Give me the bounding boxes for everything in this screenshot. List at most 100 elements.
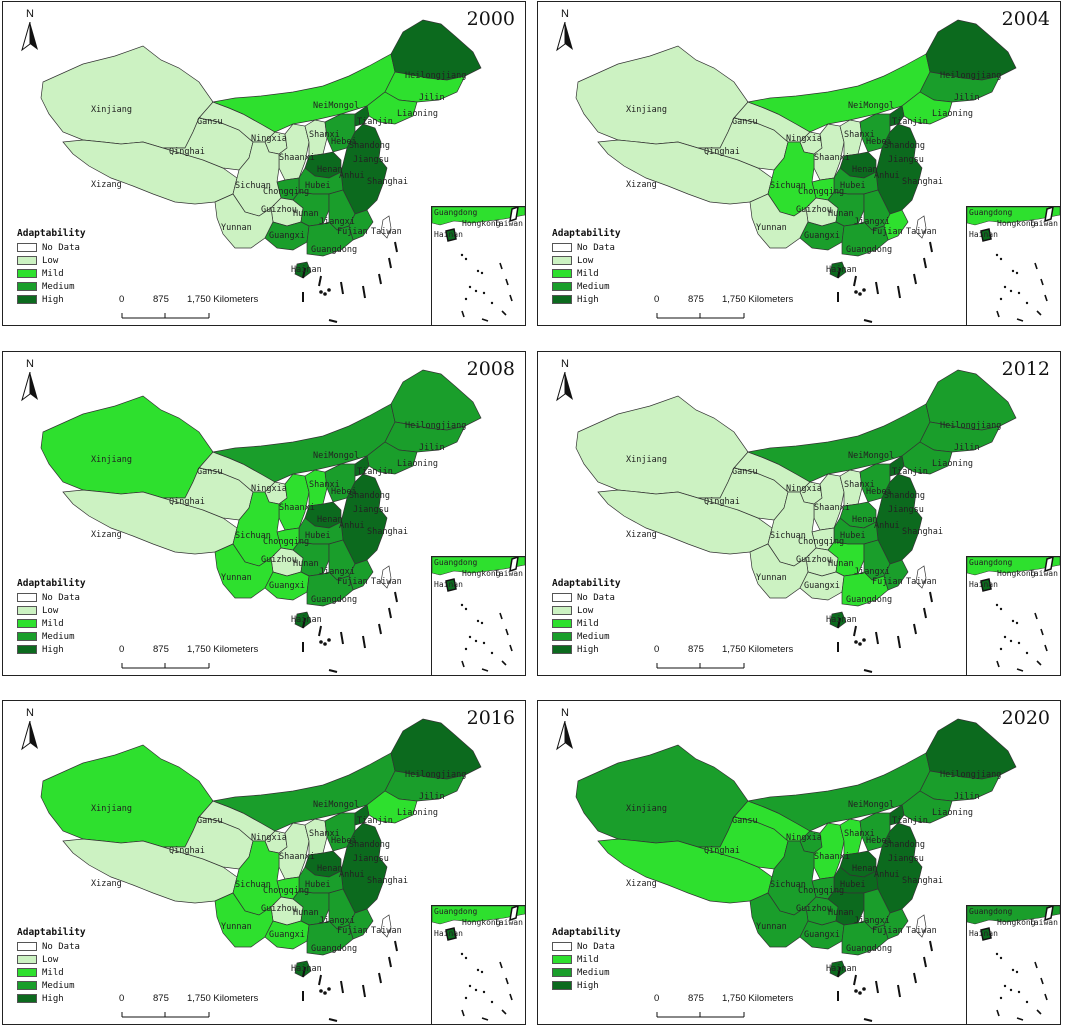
boundary-dash xyxy=(853,625,857,637)
province-label-tianjin: Tianjin xyxy=(357,467,393,477)
island-dot xyxy=(854,640,858,644)
map-panel-2020: Xinjiang Xizang Qinghai Gansu NeiMongol Heilo… xyxy=(537,700,1061,1025)
legend-label: Mild xyxy=(577,954,599,965)
province-label-ningxia: Ningxia xyxy=(786,134,822,144)
scale-bar: 0 875 1,750 Kilometers xyxy=(109,294,259,324)
legend-swatch xyxy=(17,269,37,278)
legend-item: Medium xyxy=(17,979,86,992)
boundary-dash xyxy=(394,940,398,952)
north-label: N xyxy=(26,8,34,20)
boundary-dash xyxy=(929,591,933,603)
province-label-jilin: Jilin xyxy=(954,792,980,802)
boundary-dash xyxy=(362,635,366,649)
legend-label: Medium xyxy=(42,281,75,292)
province-label-shaanxi: Shaanxi xyxy=(814,852,850,862)
legend-label: Mild xyxy=(42,967,64,978)
legend-item: Low xyxy=(552,254,621,267)
province-tianjin xyxy=(354,804,370,826)
province-label-xinjiang: Xinjiang xyxy=(626,804,667,814)
legend: Adaptability No Data Low Mild Medium High xyxy=(17,927,86,1005)
province-label-guizhou: Guizhou xyxy=(796,205,832,215)
scale-label-mid: 875 xyxy=(688,294,704,305)
legend-swatch xyxy=(552,632,572,641)
province-label-shandong: Shandong xyxy=(884,840,925,850)
boundary-dash xyxy=(318,974,322,986)
province-hainan xyxy=(294,960,312,978)
scale-label-end: 1,750 Kilometers xyxy=(187,294,259,305)
legend-label: No Data xyxy=(577,592,615,603)
legend-item: Medium xyxy=(17,630,86,643)
boundary-dash xyxy=(875,980,879,994)
scale-bar-line xyxy=(121,313,210,319)
north-label: N xyxy=(561,8,569,20)
province-label-shandong: Shandong xyxy=(884,491,925,501)
province-guangdong xyxy=(841,920,889,956)
province-guangdong xyxy=(306,221,354,257)
map-panel-2012: Xinjiang Xizang Qinghai Gansu NeiMongol Heilo… xyxy=(537,351,1061,676)
province-label-hebei: Hebei xyxy=(866,836,892,846)
province-liaoning xyxy=(901,790,953,824)
province-label-shaanxi: Shaanxi xyxy=(279,503,315,513)
province-label-guizhou: Guizhou xyxy=(261,904,297,914)
inset-label-guangdong: Guangdong xyxy=(969,558,1013,567)
province-label-shanxi: Shanxi xyxy=(844,829,875,839)
province-label-gansu: Gansu xyxy=(197,816,223,826)
province-label-shanghai: Shanghai xyxy=(367,177,408,187)
legend-item: Medium xyxy=(552,966,621,979)
province-label-henan: Henan xyxy=(317,864,343,874)
north-label: N xyxy=(26,358,34,370)
legend-swatch xyxy=(17,593,37,602)
province-label-chongqing: Chongqing xyxy=(798,187,844,197)
province-label-hubei: Hubei xyxy=(840,531,866,541)
boundary-dash xyxy=(302,617,306,629)
south-china-sea-inset: Guangdong Hainan Hongkong Taiwan xyxy=(431,556,525,675)
boundary-dash xyxy=(378,972,382,984)
province-label-xinjiang: Xinjiang xyxy=(626,105,667,115)
province-label-shanxi: Shanxi xyxy=(309,829,340,839)
island-dot xyxy=(862,987,866,991)
province-label-liaoning: Liaoning xyxy=(397,109,438,119)
province-label-guangdong: Guangdong xyxy=(846,245,892,255)
legend-label: High xyxy=(577,294,599,305)
province-label-hainan: Hainan xyxy=(826,615,857,625)
province-label-qinghai: Qinghai xyxy=(169,846,205,856)
boundary-dash xyxy=(340,631,344,645)
province-label-hebei: Hebei xyxy=(866,137,892,147)
north-arrow-icon xyxy=(556,372,573,402)
scale-label-zero: 0 xyxy=(119,644,125,655)
province-label-shanghai: Shanghai xyxy=(902,876,943,886)
legend-label: Low xyxy=(42,605,59,616)
legend-item: No Data xyxy=(17,940,86,953)
province-label-gansu: Gansu xyxy=(732,117,758,127)
legend-item: Mild xyxy=(552,617,621,630)
legend-label: High xyxy=(577,980,599,991)
province-label-shandong: Shandong xyxy=(349,840,390,850)
province-label-qinghai: Qinghai xyxy=(704,147,740,157)
south-china-sea-inset: Guangdong Hainan Hongkong Taiwan xyxy=(966,206,1060,325)
province-tianjin xyxy=(354,105,370,127)
province-label-guangdong: Guangdong xyxy=(311,595,357,605)
legend-swatch xyxy=(17,942,37,951)
legend-label: Low xyxy=(42,954,59,965)
boundary-dash xyxy=(929,241,933,253)
legend-swatch xyxy=(17,968,37,977)
province-shanxi xyxy=(839,119,863,157)
legend-label: Medium xyxy=(577,967,610,978)
inset-label-taiwan: Taiwan xyxy=(1029,569,1058,578)
province-label-hunan: Hunan xyxy=(828,908,854,918)
legend-label: Low xyxy=(42,255,59,266)
legend-item: Low xyxy=(17,953,86,966)
legend-label: No Data xyxy=(42,941,80,952)
legend-item: Medium xyxy=(17,280,86,293)
boundary-dash xyxy=(897,635,901,649)
legend-item: Medium xyxy=(552,280,621,293)
province-label-neimongol: NeiMongol xyxy=(848,101,894,111)
boundary-dash xyxy=(897,984,901,998)
boundary-dash xyxy=(837,267,841,279)
legend-swatch xyxy=(552,256,572,265)
province-label-sichuan: Sichuan xyxy=(235,181,271,191)
province-label-jiangxi: Jiangxi xyxy=(854,217,890,227)
province-label-jilin: Jilin xyxy=(419,792,445,802)
province-guangdong xyxy=(306,920,354,956)
province-label-sichuan: Sichuan xyxy=(770,880,806,890)
